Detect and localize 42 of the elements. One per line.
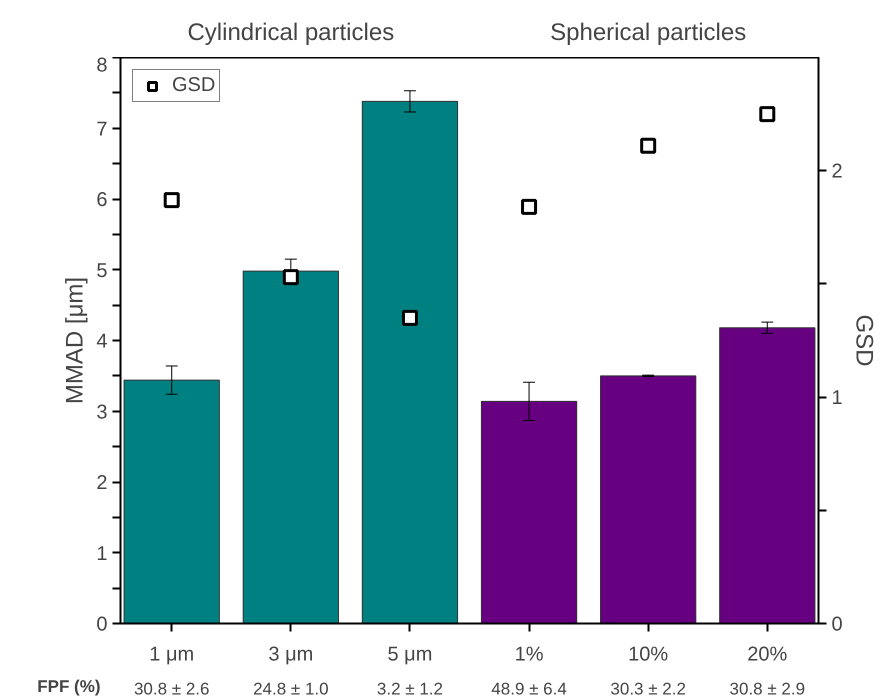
text: Cylindrical particles xyxy=(187,19,394,46)
text: 3.2 ± 1.2 xyxy=(376,680,443,699)
y-tick-label: 3 xyxy=(96,401,108,424)
y-tick-label: 8 xyxy=(96,54,108,76)
y-tick-label: 0 xyxy=(96,614,108,636)
x-tick-label: 20% xyxy=(747,644,788,666)
bar xyxy=(480,400,578,624)
bar xyxy=(600,375,696,624)
bar xyxy=(124,380,220,624)
point xyxy=(164,192,180,208)
x-tick-label: 5 μm xyxy=(388,644,432,666)
text: Spherical particles xyxy=(550,19,746,46)
text: FPF (%) xyxy=(37,677,101,696)
y2-tick-label: 1 xyxy=(832,387,843,410)
bar xyxy=(362,100,458,624)
x-tick-label: 1 μm xyxy=(149,644,194,666)
text: 24.8 ± 1.0 xyxy=(253,680,329,699)
text: 30.8 ± 2.9 xyxy=(730,680,806,699)
y2-tick-label: 0 xyxy=(832,614,843,636)
y-tick-label: 5 xyxy=(96,260,108,282)
y-tick-label: 4 xyxy=(96,330,108,352)
text: 48.9 ± 6.4 xyxy=(491,680,567,699)
point xyxy=(759,106,776,122)
y-tick-label: 1 xyxy=(96,542,108,565)
point xyxy=(282,269,299,286)
bar xyxy=(719,327,816,624)
y-tick-label: 2 xyxy=(96,472,108,494)
y-tick-label: 7 xyxy=(96,118,108,140)
y2-axis-title: GSD xyxy=(850,314,878,367)
legend-label: GSD xyxy=(172,74,216,97)
bar xyxy=(242,270,339,624)
point xyxy=(521,198,538,215)
text: 30.3 ± 2.2 xyxy=(610,680,686,699)
x-tick-label: 3 μm xyxy=(268,644,314,666)
point xyxy=(402,310,418,326)
y2-tick-label: 2 xyxy=(832,160,843,183)
point xyxy=(640,138,656,154)
x-tick-label: 1% xyxy=(514,644,544,666)
text: 30.8 ± 2.6 xyxy=(134,680,210,699)
x-tick-label: 10% xyxy=(628,644,668,666)
y-tick-label: 6 xyxy=(96,189,108,211)
y-axis-title: MMAD [μm] xyxy=(61,276,88,404)
